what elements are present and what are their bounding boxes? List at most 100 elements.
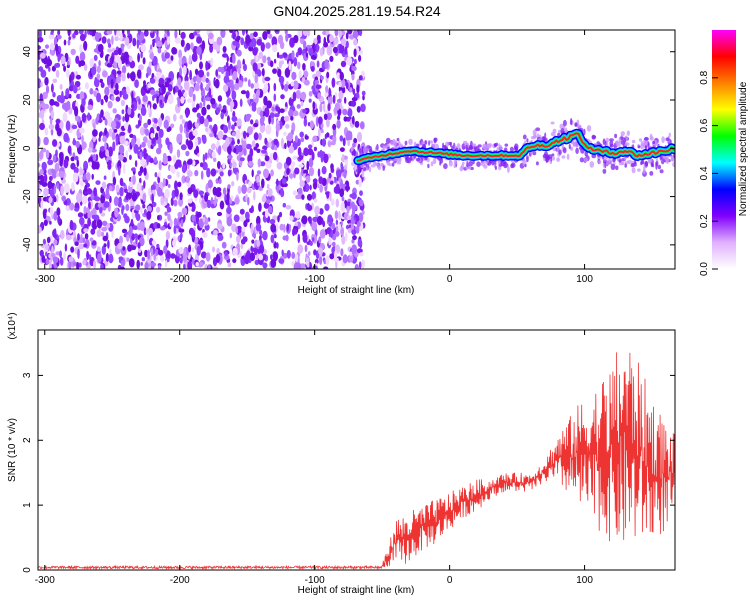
heatmap-noise-cell [126,72,130,79]
heatmap-noise-cell [122,116,125,122]
heatmap-ridge-haze [552,156,555,161]
heatmap-noise-cell [80,179,84,187]
heatmap-noise-cell [196,36,203,44]
heatmap-noise-cell [265,124,272,135]
heatmap-noise-cell [321,166,327,175]
heatmap-noise-cell [357,131,362,143]
snr-y-tick-label: 1 [22,502,33,508]
heatmap-noise-cell [317,37,321,43]
heatmap-noise-cell [111,161,115,167]
heatmap-noise-cell [101,245,107,255]
heatmap-noise-cell [234,122,237,127]
heatmap-noise-cell [286,223,289,232]
heatmap-noise-cell [194,137,199,147]
heatmap-noise-cell [349,87,353,93]
heatmap-ridge-haze [386,159,391,166]
heatmap-noise-cell [255,215,261,226]
heatmap-noise-cell [277,215,280,223]
heatmap-noise-cell [258,186,264,192]
heatmap-noise-cell [79,44,83,53]
heatmap-noise-cell [194,68,199,76]
heatmap-noise-cell [100,98,104,106]
heatmap-ridge-haze [561,155,566,159]
heatmap-noise-cell [299,131,305,138]
heatmap-noise-cell [295,211,301,219]
heatmap-noise-cell [114,30,117,36]
heatmap-noise-cell [52,139,58,147]
heatmap-noise-cell [132,174,136,185]
heatmap-noise-cell [114,55,121,63]
heatmap-noise-cell [192,93,196,102]
heatmap-noise-cell [44,127,49,136]
heatmap-noise-cell [355,92,360,99]
heatmap-noise-cell [102,135,107,143]
heatmap-noise-cell [81,195,88,205]
heatmap-noise-cell [173,86,176,95]
heatmap-noise-cell [360,103,366,113]
heatmap-noise-cell [101,226,108,232]
heatmap-noise-cell [181,175,186,184]
heatmap-ridge-haze [624,142,627,146]
heatmap-noise-cell [265,162,272,169]
heatmap-noise-cell [57,30,61,36]
heatmap-noise-cell [270,234,275,244]
heatmap-noise-cell [98,60,101,67]
heatmap-ridge-haze [644,141,648,147]
heatmap-noise-cell [196,103,200,110]
heatmap-noise-cell [295,89,301,99]
heatmap-ridge-haze [522,134,527,140]
heatmap-noise-cell [340,60,347,68]
heatmap-noise-cell [264,107,270,118]
heatmap-noise-cell [86,172,91,182]
heatmap-ridge-haze [535,161,539,166]
heatmap-noise-cell [285,123,290,129]
colorbar-tick-label: 0.8 [699,70,710,84]
heatmap-noise-cell [68,85,74,92]
heatmap-noise-cell [358,199,364,207]
heatmap-ridge-haze [628,159,633,165]
heatmap-noise-cell [59,84,63,90]
heatmap-noise-cell [339,188,345,198]
heatmap-ridge-haze [362,167,367,172]
heatmap-ridge-haze [649,136,654,141]
heatmap-noise-cell [129,133,134,138]
snr-x-axis: -300 -200 -100 0 100 [35,330,593,586]
heatmap-noise-cell [72,84,78,94]
heatmap-noise-cell [88,201,91,210]
heatmap-noise-cell [38,66,44,72]
heatmap-noise-cell [286,168,290,175]
heatmap-noise-cell [200,170,204,180]
heatmap-ridge-haze [665,137,670,141]
heatmap-noise-cell [320,129,324,134]
heatmap-noise-cell [139,151,143,161]
heatmap-noise-cell [117,47,122,56]
heatmap-noise-cell [96,73,101,80]
heatmap-noise-cell [46,58,53,67]
heatmap-noise-cell [65,234,72,241]
heatmap-noise-cell [131,91,134,102]
heatmap-noise-cell [192,107,198,113]
heatmap-noise-cell [153,118,158,124]
heatmap-ridge-haze [570,118,573,125]
heatmap-noise-cell [339,147,345,153]
heatmap-noise-cell [323,36,327,46]
heatmap-ridge-haze [424,140,427,145]
heatmap-noise-cell [178,228,185,233]
heatmap-ridge-haze [399,156,402,163]
heatmap-noise-cell [124,122,130,130]
heatmap-noise-cell [202,161,208,171]
heatmap-noise-cell [324,91,329,98]
snr-y-tick-label: 2 [22,437,33,443]
heatmap-noise-cell [167,174,172,180]
heatmap-noise-cell [139,221,145,232]
heatmap-noise-cell [196,112,201,119]
heatmap-noise-cell [125,150,129,158]
heatmap-noise-cell [99,113,102,124]
heatmap-noise-cell [281,178,287,185]
heatmap-noise-cell [104,111,111,120]
heatmap-noise-cell [82,237,86,244]
heatmap-ridge-haze [609,144,614,148]
heatmap-noise-cell [95,180,101,186]
heatmap-noise-cell [109,85,115,95]
heatmap-noise-cell [278,211,283,218]
